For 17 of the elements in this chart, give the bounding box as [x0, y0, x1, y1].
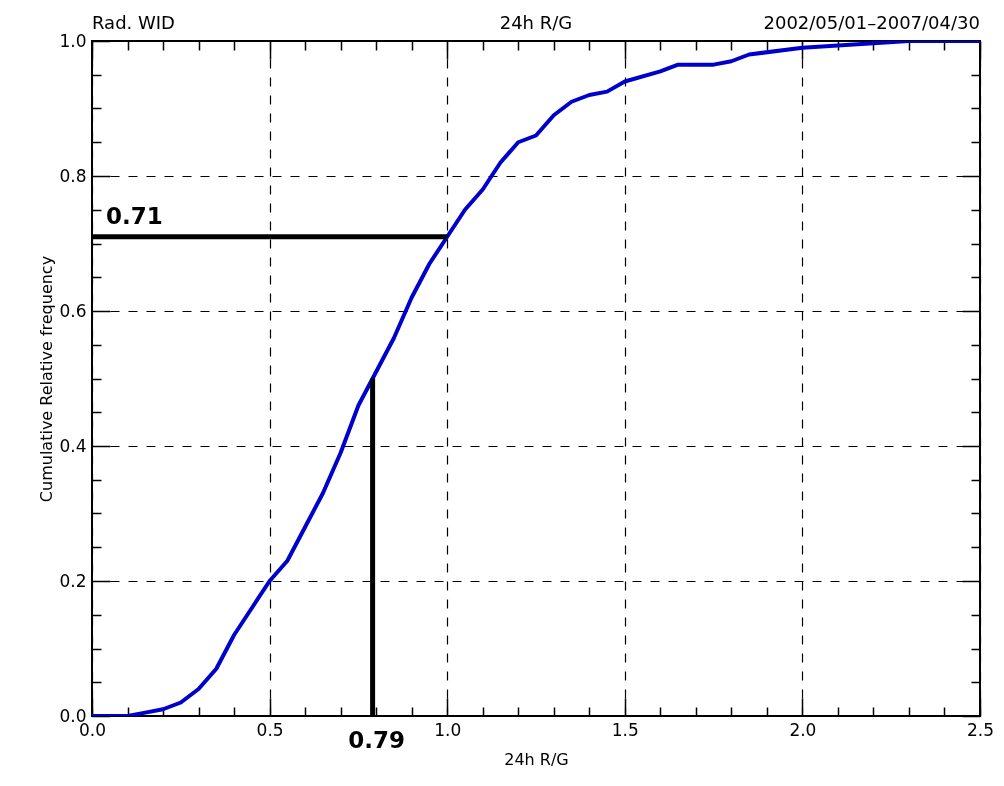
annotation: 0.79 [348, 727, 405, 753]
y-tick-label: 0.2 [59, 570, 87, 591]
x-tick-label: 1.5 [611, 719, 639, 740]
y-tick-label: 0.6 [59, 300, 87, 321]
x-tick-label: 1.0 [434, 719, 462, 740]
annotation: 0.71 [106, 202, 163, 229]
text: 2002/05/01–2007/04/30 [763, 12, 980, 33]
y-tick-label: 0.4 [59, 435, 87, 456]
chart-title: Rad. WID [92, 12, 175, 33]
chart-subtitle: 24h R/G [499, 12, 573, 33]
y-tick-label: 0.8 [59, 165, 87, 186]
x-tick-label: 2.0 [789, 719, 817, 740]
x-tick-label: 0.5 [256, 719, 284, 740]
x-tick-label: 2.5 [966, 719, 995, 740]
y-tick-label: 1.0 [59, 30, 87, 51]
x-axis-title: 24h R/G [504, 749, 569, 769]
y-axis-title: Cumulative Relative frequency [37, 255, 57, 503]
